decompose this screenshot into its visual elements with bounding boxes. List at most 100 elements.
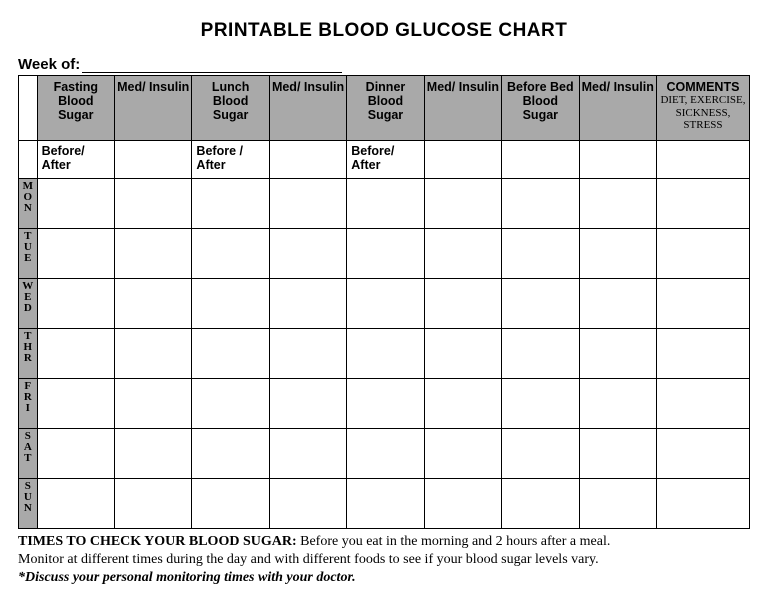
cell[interactable] — [192, 428, 269, 478]
cell[interactable] — [269, 478, 346, 528]
cell[interactable] — [579, 178, 656, 228]
sub-blank-4 — [269, 140, 346, 178]
cell[interactable] — [37, 378, 114, 428]
cell[interactable] — [269, 178, 346, 228]
cell[interactable] — [579, 428, 656, 478]
cell[interactable] — [502, 378, 579, 428]
day-fri: FRI — [19, 378, 38, 428]
col-med-1: Med/ Insulin — [115, 76, 192, 141]
cell[interactable] — [347, 178, 424, 228]
cell[interactable] — [579, 378, 656, 428]
subheader-corner — [19, 140, 38, 178]
cell[interactable] — [115, 478, 192, 528]
cell[interactable] — [115, 278, 192, 328]
header-corner — [19, 76, 38, 141]
cell[interactable] — [115, 428, 192, 478]
comments-main: COMMENTS — [659, 80, 747, 94]
cell[interactable] — [656, 378, 749, 428]
row-wed: WED — [19, 278, 750, 328]
header-row: Fasting Blood Sugar Med/ Insulin Lunch B… — [19, 76, 750, 141]
week-of-blank[interactable] — [82, 72, 342, 73]
cell[interactable] — [502, 228, 579, 278]
cell[interactable] — [115, 378, 192, 428]
cell[interactable] — [424, 228, 501, 278]
cell[interactable] — [37, 328, 114, 378]
cell[interactable] — [192, 328, 269, 378]
cell[interactable] — [656, 178, 749, 228]
cell[interactable] — [192, 178, 269, 228]
cell[interactable] — [347, 228, 424, 278]
cell[interactable] — [347, 378, 424, 428]
footer-text: TIMES TO CHECK YOUR BLOOD SUGAR: Before … — [18, 533, 750, 588]
row-tue: TUE — [19, 228, 750, 278]
cell[interactable] — [269, 228, 346, 278]
sub-blank-9 — [656, 140, 749, 178]
cell[interactable] — [656, 428, 749, 478]
cell[interactable] — [579, 278, 656, 328]
glucose-table: Fasting Blood Sugar Med/ Insulin Lunch B… — [18, 75, 750, 529]
week-of-label: Week of: — [18, 56, 80, 73]
cell[interactable] — [192, 228, 269, 278]
cell[interactable] — [656, 478, 749, 528]
cell[interactable] — [115, 328, 192, 378]
cell[interactable] — [37, 228, 114, 278]
cell[interactable] — [347, 278, 424, 328]
cell[interactable] — [656, 328, 749, 378]
cell[interactable] — [502, 178, 579, 228]
cell[interactable] — [579, 328, 656, 378]
cell[interactable] — [37, 178, 114, 228]
cell[interactable] — [115, 228, 192, 278]
cell[interactable] — [502, 428, 579, 478]
cell[interactable] — [347, 478, 424, 528]
sub-lunch: Before / After — [192, 140, 269, 178]
row-sun: SUN — [19, 478, 750, 528]
cell[interactable] — [424, 428, 501, 478]
sub-blank-2 — [115, 140, 192, 178]
cell[interactable] — [269, 328, 346, 378]
page-title: PRINTABLE BLOOD GLUCOSE CHART — [18, 20, 750, 42]
cell[interactable] — [424, 278, 501, 328]
cell[interactable] — [424, 478, 501, 528]
day-sat: SAT — [19, 428, 38, 478]
footer-line2: Monitor at different times during the da… — [18, 552, 599, 567]
cell[interactable] — [579, 478, 656, 528]
cell[interactable] — [502, 478, 579, 528]
cell[interactable] — [115, 178, 192, 228]
cell[interactable] — [269, 378, 346, 428]
cell[interactable] — [347, 428, 424, 478]
col-lunch: Lunch Blood Sugar — [192, 76, 269, 141]
cell[interactable] — [424, 328, 501, 378]
cell[interactable] — [192, 378, 269, 428]
cell[interactable] — [347, 328, 424, 378]
footer-lead: TIMES TO CHECK YOUR BLOOD SUGAR: — [18, 534, 297, 549]
cell[interactable] — [579, 228, 656, 278]
cell[interactable] — [269, 278, 346, 328]
cell[interactable] — [37, 428, 114, 478]
footer-line1: Before you eat in the morning and 2 hour… — [297, 534, 611, 549]
sub-fasting: Before/ After — [37, 140, 114, 178]
cell[interactable] — [192, 278, 269, 328]
col-comments: COMMENTS DIET, EXERCISE, SICKNESS, STRES… — [656, 76, 749, 141]
footer-note: *Discuss your personal monitoring times … — [18, 570, 356, 585]
cell[interactable] — [37, 278, 114, 328]
day-sun: SUN — [19, 478, 38, 528]
week-of-line: Week of: — [18, 56, 750, 73]
cell[interactable] — [656, 228, 749, 278]
col-med-3: Med/ Insulin — [424, 76, 501, 141]
cell[interactable] — [424, 178, 501, 228]
cell[interactable] — [37, 478, 114, 528]
sub-dinner: Before/ After — [347, 140, 424, 178]
row-mon: MON — [19, 178, 750, 228]
cell[interactable] — [656, 278, 749, 328]
comments-sub: DIET, EXERCISE, SICKNESS, STRESS — [659, 94, 747, 132]
row-thr: THR — [19, 328, 750, 378]
day-wed: WED — [19, 278, 38, 328]
cell[interactable] — [269, 428, 346, 478]
cell[interactable] — [502, 278, 579, 328]
day-mon: MON — [19, 178, 38, 228]
col-med-2: Med/ Insulin — [269, 76, 346, 141]
cell[interactable] — [502, 328, 579, 378]
cell[interactable] — [424, 378, 501, 428]
col-dinner: Dinner Blood Sugar — [347, 76, 424, 141]
cell[interactable] — [192, 478, 269, 528]
